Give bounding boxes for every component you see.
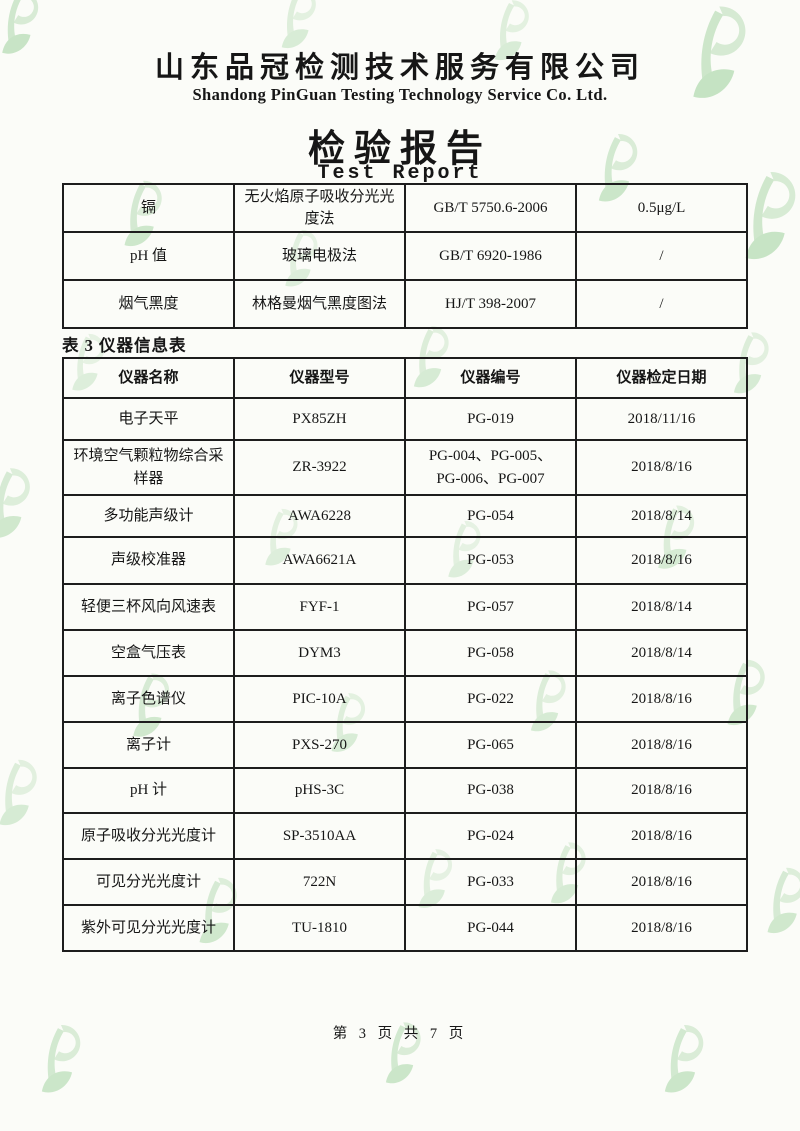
instrument-date: 2018/8/16 [575,439,748,496]
table-row: 声级校准器 AWA6621A PG-053 2018/8/16 [62,536,748,585]
instrument-name: 空盒气压表 [62,629,235,677]
instrument-name: 离子计 [62,721,235,769]
instrument-name: pH 计 [62,767,235,814]
instrument-model: PX85ZH [233,397,406,441]
watermark-logo-icon [0,461,44,544]
col-header-calibration-date: 仪器检定日期 [575,357,748,399]
instrument-date: 2018/8/16 [575,675,748,723]
table-row: pH 值 玻璃电极法 GB/T 6920-1986 / [62,231,748,281]
instrument-model: AWA6228 [233,494,406,538]
instrument-date: 2018/8/16 [575,812,748,860]
col-header-serial: 仪器编号 [404,357,577,399]
analysis-method-table: 镉 无火焰原子吸收分光光度法 GB/T 5750.6-2006 0.5μg/L … [62,183,748,329]
instrument-name: 声级校准器 [62,536,235,585]
table-row: 离子计 PXS-270 PG-065 2018/8/16 [62,721,748,769]
table-row: pH 计 pHS-3C PG-038 2018/8/16 [62,767,748,814]
table-row: 镉 无火焰原子吸收分光光度法 GB/T 5750.6-2006 0.5μg/L [62,183,748,233]
instrument-date: 2018/8/14 [575,494,748,538]
instrument-name: 可见分光光度计 [62,858,235,906]
instrument-date: 2018/8/14 [575,583,748,631]
col-header-model: 仪器型号 [233,357,406,399]
analyte-cell: pH 值 [62,231,235,281]
instrument-serial: PG-053 [404,536,577,585]
instrument-serial: PG-057 [404,583,577,631]
watermark-logo-icon [758,861,800,939]
page-number: 第 3 页 共 7 页 [332,1026,468,1042]
header-row: 仪器名称 仪器型号 仪器编号 仪器检定日期 [62,357,748,399]
method-cell: 林格曼烟气黑度图法 [233,279,406,329]
instrument-serial: PG-022 [404,675,577,723]
table-row: 离子色谱仪 PIC-10A PG-022 2018/8/16 [62,675,748,723]
method-cell: 无火焰原子吸收分光光度法 [233,183,406,233]
instrument-name: 离子色谱仪 [62,675,235,723]
instrument-model: PIC-10A [233,675,406,723]
instrument-serial: PG-054 [404,494,577,538]
table-row: 原子吸收分光光度计 SP-3510AA PG-024 2018/8/16 [62,812,748,860]
col-header-name: 仪器名称 [62,357,235,399]
report-title-cn: 检验报告 [308,129,492,170]
table-row: 空盒气压表 DYM3 PG-058 2018/8/14 [62,629,748,677]
company-name-cn: 山东品冠检测技术服务有限公司 [154,52,645,84]
instrument-serial: PG-044 [404,904,577,952]
instrument-model: ZR-3922 [233,439,406,496]
limit-cell: / [575,279,748,329]
watermark-logo-icon [0,753,50,831]
instrument-model: AWA6621A [233,536,406,585]
instrument-serial: PG-065 [404,721,577,769]
table-row: 多功能声级计 AWA6228 PG-054 2018/8/14 [62,494,748,538]
instrument-model: pHS-3C [233,767,406,814]
instrument-table-caption: 表 3 仪器信息表 [62,336,187,355]
instrument-model: FYF-1 [233,583,406,631]
instrument-date: 2018/8/14 [575,629,748,677]
table-row: 环境空气颗粒物综合采样器 ZR-3922 PG-004、PG-005、 PG-0… [62,439,748,496]
instrument-name: 电子天平 [62,397,235,441]
instrument-name: 紫外可见分光光度计 [62,904,235,952]
table-row: 可见分光光度计 722N PG-033 2018/8/16 [62,858,748,906]
table-row: 轻便三杯风向风速表 FYF-1 PG-057 2018/8/14 [62,583,748,631]
instrument-serial: PG-038 [404,767,577,814]
company-name-en: Shandong PinGuan Testing Technology Serv… [192,85,608,104]
table-row: 烟气黑度 林格曼烟气黑度图法 HJ/T 398-2007 / [62,279,748,329]
instrument-serial: PG-033 [404,858,577,906]
instrument-date: 2018/11/16 [575,397,748,441]
instrument-date: 2018/8/16 [575,904,748,952]
instrument-date: 2018/8/16 [575,721,748,769]
analyte-cell: 镉 [62,183,235,233]
standard-cell: GB/T 5750.6-2006 [404,183,577,233]
report-title-en: Test Report [317,162,483,185]
instrument-serial: PG-058 [404,629,577,677]
limit-cell: / [575,231,748,281]
table-row: 紫外可见分光光度计 TU-1810 PG-044 2018/8/16 [62,904,748,952]
instrument-name: 原子吸收分光光度计 [62,812,235,860]
instrument-serial: PG-019 [404,397,577,441]
instrument-date: 2018/8/16 [575,858,748,906]
method-cell: 玻璃电极法 [233,231,406,281]
instrument-model: SP-3510AA [233,812,406,860]
instrument-model: PXS-270 [233,721,406,769]
instrument-name: 环境空气颗粒物综合采样器 [62,439,235,496]
table-row: 电子天平 PX85ZH PG-019 2018/11/16 [62,397,748,441]
instrument-serial: PG-024 [404,812,577,860]
instrument-model: 722N [233,858,406,906]
limit-cell: 0.5μg/L [575,183,748,233]
instrument-info-table: 仪器名称 仪器型号 仪器编号 仪器检定日期 电子天平 PX85ZH PG-019… [62,357,748,952]
instrument-model: TU-1810 [233,904,406,952]
instrument-model: DYM3 [233,629,406,677]
instrument-name: 多功能声级计 [62,494,235,538]
instrument-serial: PG-004、PG-005、 PG-006、PG-007 [404,439,577,496]
standard-cell: HJ/T 398-2007 [404,279,577,329]
instrument-name: 轻便三杯风向风速表 [62,583,235,631]
analyte-cell: 烟气黑度 [62,279,235,329]
instrument-date: 2018/8/16 [575,536,748,585]
instrument-date: 2018/8/16 [575,767,748,814]
standard-cell: GB/T 6920-1986 [404,231,577,281]
